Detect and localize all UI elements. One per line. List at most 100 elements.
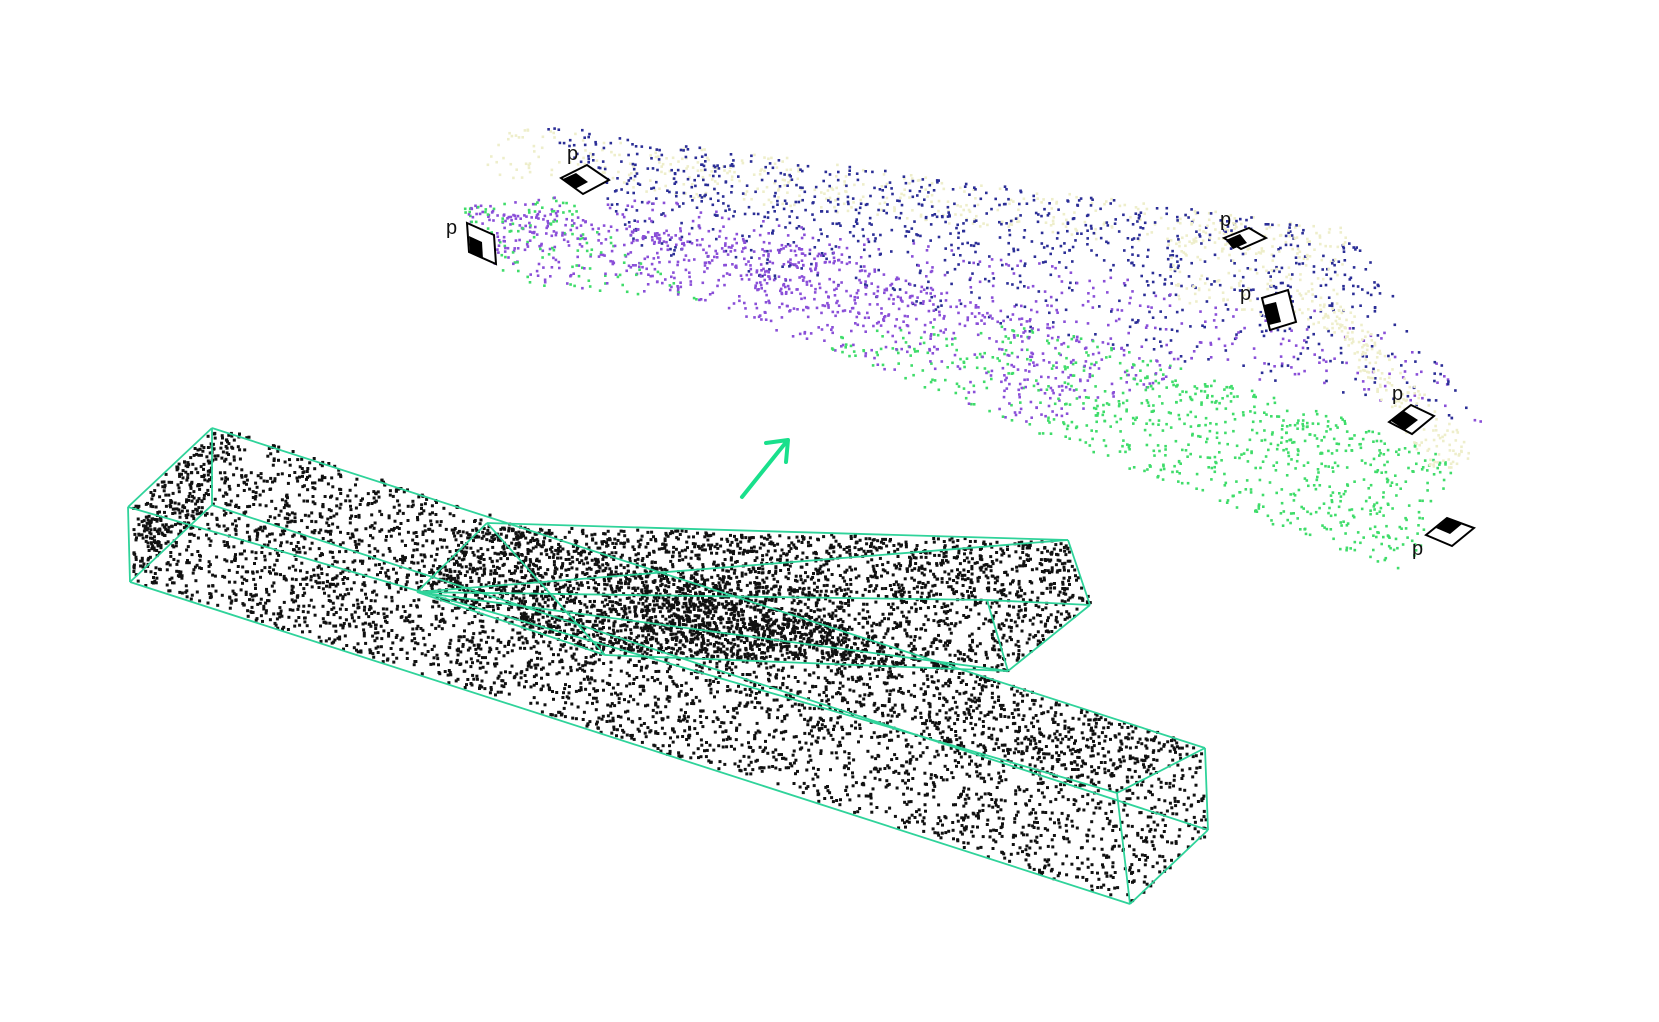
point [656,232,659,235]
point [719,647,723,651]
point [579,160,583,164]
point [1337,260,1341,263]
point [1215,399,1218,403]
point [605,282,609,285]
point [1327,449,1330,453]
point [1413,554,1416,557]
point [1444,404,1447,408]
point [925,261,929,264]
point [1400,527,1403,530]
point [542,540,546,544]
point [911,179,915,183]
point [541,135,545,139]
point [1201,488,1205,492]
point [682,241,685,245]
point [1311,422,1315,425]
point [1292,512,1295,515]
point [718,235,721,238]
point [1020,317,1024,320]
point [538,566,542,570]
point [1112,391,1115,394]
point [273,477,277,481]
point [1403,447,1407,450]
point [735,266,738,269]
point [783,178,786,182]
point [1095,361,1098,364]
point [674,234,677,237]
point [1403,377,1406,381]
point [1319,242,1322,246]
point [693,178,696,182]
point [380,566,384,570]
point [1221,291,1225,294]
point [1179,217,1182,221]
point [1219,221,1223,225]
point [1105,402,1109,405]
point [604,274,607,277]
point [899,328,903,332]
point [1019,214,1022,217]
point [820,252,824,255]
point [796,177,800,181]
point [221,494,225,498]
point [763,289,767,293]
point [1218,451,1221,454]
point [1179,462,1182,465]
point [923,198,926,201]
point [1244,225,1247,229]
point [627,173,631,177]
point [1023,264,1026,268]
point [824,685,828,689]
point [1083,364,1086,368]
point [1238,284,1241,288]
point [332,514,336,518]
point [1366,344,1369,348]
point [696,161,700,164]
point [1032,384,1036,388]
point [1327,267,1331,271]
point [320,478,324,482]
point [1438,436,1442,440]
point [1295,261,1298,265]
point [1189,410,1193,414]
point [991,705,995,709]
point [1146,401,1150,404]
point [789,249,793,252]
point [526,245,530,248]
point [1164,316,1167,319]
point [1040,697,1044,701]
point [1088,373,1092,376]
point [1332,308,1335,312]
point [1280,488,1284,491]
point [1181,236,1184,240]
point [1323,303,1326,306]
point [1070,735,1073,739]
point [643,219,647,223]
point [814,287,817,291]
point [1247,287,1250,290]
point [614,210,618,213]
point [980,184,983,187]
point [1079,337,1083,340]
point [1178,753,1182,757]
point [1000,348,1004,351]
point [554,211,558,215]
point [313,467,317,471]
point [1367,429,1371,433]
point [1210,283,1213,286]
point [1047,385,1050,388]
point [1176,329,1179,333]
point [599,253,603,256]
point [295,550,299,554]
point [1199,455,1202,459]
point [928,299,932,302]
point [1080,232,1083,235]
point [1095,430,1098,433]
point [929,334,933,338]
point [1169,239,1173,242]
point [335,504,339,508]
point [722,644,726,648]
point [733,237,736,241]
point [1274,469,1278,472]
point [1362,344,1366,347]
